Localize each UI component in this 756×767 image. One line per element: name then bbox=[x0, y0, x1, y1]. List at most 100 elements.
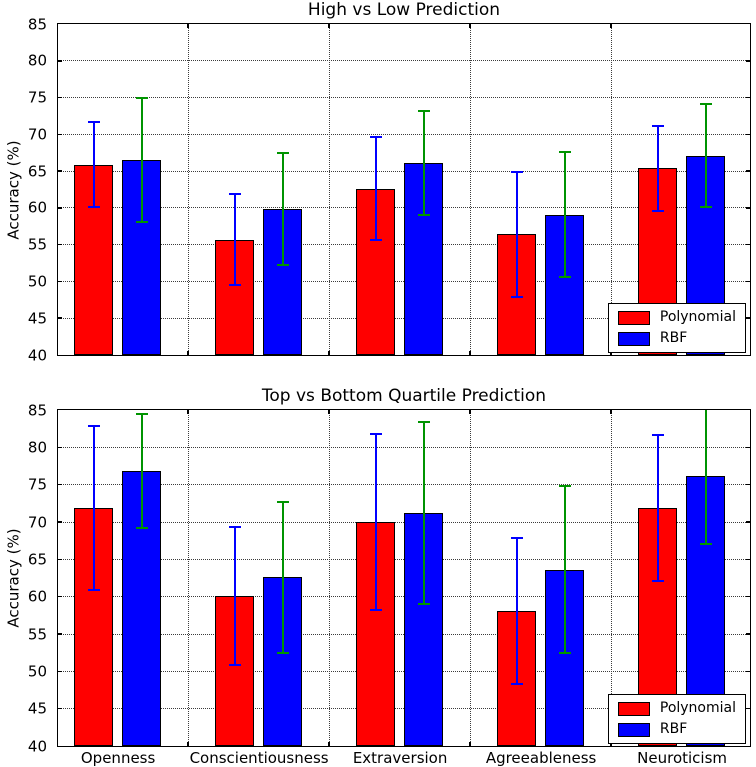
errorbar-rbf-openness-cap-bottom bbox=[135, 526, 148, 529]
errorbar-rbf-extraversion-cap-top bbox=[417, 109, 430, 112]
y-tick bbox=[746, 446, 750, 449]
y-tick bbox=[746, 633, 750, 635]
errorbar-polynomial-neuroticism-cap-bottom bbox=[651, 579, 664, 582]
legend-label-rbf: RBF bbox=[659, 330, 688, 346]
v-gridline bbox=[610, 24, 612, 355]
y-tick bbox=[58, 317, 62, 319]
y-tick bbox=[58, 707, 62, 710]
subplot-quartile: Top vs Bottom Quartile Prediction Accura… bbox=[5, 386, 751, 766]
y-tick bbox=[58, 670, 62, 673]
errorbar-rbf-conscientiousness-cap-top bbox=[276, 500, 289, 503]
errorbar-rbf-agreeableness bbox=[563, 151, 566, 278]
y-tick-label: 55 bbox=[27, 625, 47, 644]
errorbar-polynomial-openness-cap-bottom bbox=[87, 588, 100, 591]
y-tick bbox=[58, 207, 62, 209]
errorbar-polynomial-neuroticism-cap-top bbox=[651, 124, 664, 127]
chart-title: High vs Low Prediction bbox=[307, 0, 501, 20]
legend-label-polynomial: Polynomial bbox=[659, 309, 736, 325]
h-gridline bbox=[58, 484, 750, 486]
errorbar-polynomial-extraversion-cap-bottom bbox=[369, 609, 382, 612]
y-tick bbox=[746, 207, 750, 209]
y-axis-label-wrap: Accuracy (%) bbox=[5, 409, 23, 747]
y-tick-label: 65 bbox=[27, 162, 47, 181]
errorbar-rbf-extraversion bbox=[422, 110, 425, 216]
errorbar-polynomial-conscientiousness bbox=[233, 527, 236, 665]
h-gridline bbox=[58, 133, 750, 135]
y-tick-label: 60 bbox=[27, 587, 47, 606]
errorbar-polynomial-agreeableness-cap-top bbox=[510, 536, 523, 539]
y-tick bbox=[746, 170, 750, 172]
y-tick bbox=[746, 707, 750, 710]
h-gridline bbox=[58, 60, 750, 62]
y-tick bbox=[746, 670, 750, 673]
x-tick-label-conscientiousness: Conscientiousness bbox=[189, 749, 329, 767]
errorbar-polynomial-agreeableness bbox=[515, 171, 518, 297]
errorbar-rbf-extraversion-cap-bottom bbox=[417, 603, 430, 606]
x-tick bbox=[469, 742, 471, 746]
errorbar-polynomial-openness-cap-bottom bbox=[87, 206, 100, 209]
errorbar-polynomial-conscientiousness-cap-bottom bbox=[228, 284, 241, 287]
errorbar-rbf-conscientiousness-cap-bottom bbox=[276, 651, 289, 654]
v-gridline bbox=[469, 410, 471, 746]
errorbar-polynomial-neuroticism bbox=[656, 125, 659, 211]
errorbar-polynomial-openness-cap-top bbox=[87, 424, 100, 427]
y-tick bbox=[746, 595, 750, 598]
legend-label-rbf: RBF bbox=[659, 721, 688, 737]
h-gridline bbox=[58, 97, 750, 99]
y-tick bbox=[58, 633, 62, 635]
legend-swatch-polynomial bbox=[617, 310, 650, 325]
errorbar-rbf-openness-cap-top bbox=[135, 97, 148, 100]
plot-area: Polynomial RBF bbox=[57, 409, 751, 747]
legend: Polynomial RBF bbox=[607, 303, 746, 353]
errorbar-rbf-agreeableness-cap-bottom bbox=[558, 652, 571, 655]
x-tick bbox=[469, 24, 471, 28]
y-tick-label: 45 bbox=[27, 699, 47, 718]
y-tick-label: 70 bbox=[27, 125, 47, 144]
errorbar-polynomial-conscientiousness-cap-top bbox=[228, 526, 241, 529]
y-tick-label: 45 bbox=[27, 309, 47, 328]
errorbar-polynomial-neuroticism bbox=[656, 434, 659, 581]
y-tick bbox=[58, 133, 62, 136]
errorbar-polynomial-openness bbox=[92, 121, 95, 208]
errorbar-polynomial-extraversion bbox=[374, 433, 377, 611]
legend-entry-polynomial: Polynomial bbox=[617, 309, 736, 325]
x-tick bbox=[187, 742, 189, 746]
v-gridline bbox=[328, 410, 330, 746]
v-gridline bbox=[469, 24, 471, 355]
y-axis-label: Accuracy (%) bbox=[5, 528, 23, 628]
x-tick bbox=[610, 24, 612, 28]
y-tick bbox=[58, 60, 62, 62]
errorbar-rbf-neuroticism-cap-bottom bbox=[699, 542, 712, 545]
y-tick-label: 80 bbox=[27, 51, 47, 70]
errorbar-rbf-neuroticism bbox=[704, 104, 707, 208]
x-tick bbox=[469, 410, 471, 414]
legend-entry-polynomial: Polynomial bbox=[617, 701, 736, 716]
errorbar-polynomial-agreeableness-cap-top bbox=[510, 170, 523, 173]
errorbar-polynomial-conscientiousness bbox=[233, 193, 236, 286]
legend: Polynomial RBF bbox=[607, 694, 746, 744]
x-tick bbox=[610, 742, 612, 746]
y-tick bbox=[746, 243, 750, 246]
x-tick bbox=[328, 24, 330, 28]
errorbar-polynomial-agreeableness-cap-bottom bbox=[510, 683, 523, 686]
errorbar-rbf-agreeableness-cap-bottom bbox=[558, 276, 571, 279]
y-tick-label: 70 bbox=[27, 513, 47, 532]
h-gridline bbox=[58, 446, 750, 448]
plot-area: Polynomial RBF bbox=[57, 23, 751, 356]
y-tick bbox=[58, 96, 62, 99]
y-tick bbox=[746, 521, 750, 523]
errorbar-rbf-conscientiousness-cap-top bbox=[276, 151, 289, 154]
y-tick-label: 65 bbox=[27, 550, 47, 569]
x-tick bbox=[187, 410, 189, 414]
y-tick bbox=[58, 595, 62, 598]
y-tick bbox=[58, 483, 62, 486]
x-tick bbox=[610, 410, 612, 414]
y-tick bbox=[746, 317, 750, 319]
legend-entry-rbf: RBF bbox=[617, 330, 736, 346]
errorbar-polynomial-agreeableness bbox=[515, 537, 518, 685]
y-tick bbox=[58, 170, 62, 172]
errorbar-rbf-openness-cap-bottom bbox=[135, 220, 148, 223]
x-tick bbox=[610, 351, 612, 355]
v-gridline bbox=[610, 410, 612, 746]
